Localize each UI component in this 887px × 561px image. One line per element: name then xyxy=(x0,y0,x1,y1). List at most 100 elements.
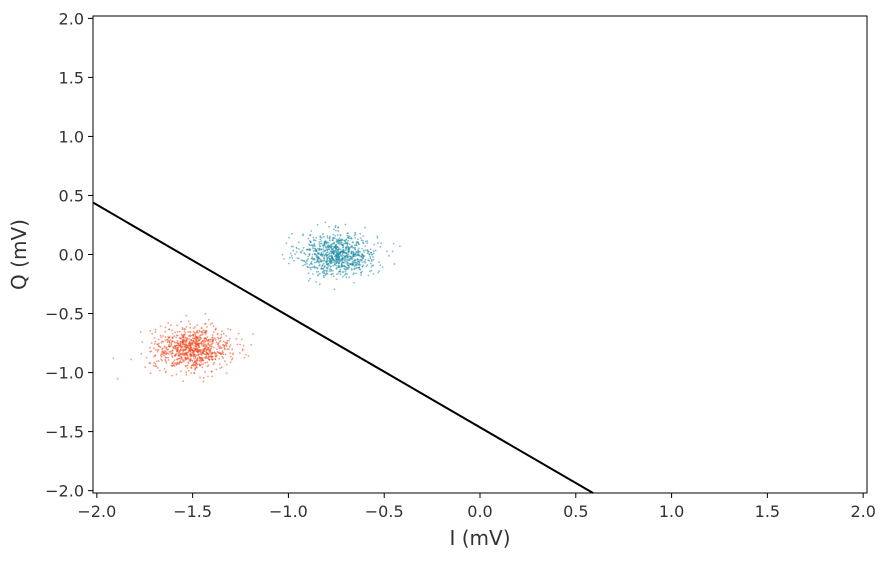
scatter-point xyxy=(322,248,325,251)
scatter-point xyxy=(252,333,255,335)
scatter-point xyxy=(210,370,213,373)
scatter-point xyxy=(323,256,326,258)
scatter-point xyxy=(283,258,285,260)
scatter-point xyxy=(328,258,331,260)
scatter-point xyxy=(328,236,331,239)
scatter-point xyxy=(182,341,185,344)
scatter-point xyxy=(222,332,225,335)
scatter-point xyxy=(200,361,202,363)
scatter-point xyxy=(200,349,203,352)
scatter-point xyxy=(363,260,366,263)
scatter-point xyxy=(311,256,314,259)
scatter-point xyxy=(340,258,342,261)
scatter-point xyxy=(379,264,382,267)
scatter-point xyxy=(192,335,195,337)
scatter-point xyxy=(376,237,379,239)
scatter-point xyxy=(185,314,188,317)
scatter-point xyxy=(165,350,168,353)
scatter-point xyxy=(352,254,355,257)
scatter-point xyxy=(247,355,250,357)
scatter-point xyxy=(308,248,310,251)
scatter-point xyxy=(318,248,321,250)
scatter-point xyxy=(301,249,304,252)
scatter-point xyxy=(154,363,157,365)
scatter-point xyxy=(309,241,312,244)
scatter-point xyxy=(344,242,347,245)
scatter-point xyxy=(307,258,309,260)
scatter-point xyxy=(184,332,187,334)
scatter-point xyxy=(165,357,167,359)
scatter-point xyxy=(176,362,179,365)
scatter-point xyxy=(357,260,359,263)
scatter-point xyxy=(364,226,366,229)
scatter-point xyxy=(171,336,174,338)
scatter-point xyxy=(331,269,334,272)
scatter-point xyxy=(222,357,225,359)
scatter-point xyxy=(192,340,195,343)
scatter-point xyxy=(369,270,371,273)
scatter-point xyxy=(189,323,192,325)
scatter-point xyxy=(182,343,184,346)
scatter-point xyxy=(202,345,205,348)
scatter-point xyxy=(193,369,196,371)
scatter-point xyxy=(347,267,349,269)
scatter-point xyxy=(316,267,319,270)
scatter-point xyxy=(360,255,363,258)
scatter-point xyxy=(336,259,339,262)
scatter-point xyxy=(181,352,184,355)
scatter-point xyxy=(208,358,211,361)
scatter-point xyxy=(171,362,174,364)
scatter-point xyxy=(340,264,343,266)
scatter-point xyxy=(206,365,209,368)
scatter-point xyxy=(187,362,190,365)
scatter-point xyxy=(346,234,349,237)
scatter-point xyxy=(378,261,380,263)
scatter-point xyxy=(340,260,342,262)
scatter-point xyxy=(318,241,321,243)
scatter-point xyxy=(370,260,373,263)
scatter-point xyxy=(312,250,315,252)
scatter-point xyxy=(330,268,332,271)
scatter-point xyxy=(204,333,207,336)
scatter-point xyxy=(295,251,298,253)
scatter-point xyxy=(311,244,314,247)
scatter-point xyxy=(324,246,327,249)
scatter-point xyxy=(178,330,181,333)
scatter-point xyxy=(205,357,208,359)
scatter-point xyxy=(322,268,324,271)
scatter-point xyxy=(380,242,383,245)
scatter-point xyxy=(302,264,304,267)
scatter-point xyxy=(317,270,320,273)
scatter-point xyxy=(179,345,182,348)
scatter-point xyxy=(180,320,183,323)
scatter-point xyxy=(195,339,198,342)
scatter-point xyxy=(221,352,224,355)
scatter-point xyxy=(333,228,335,231)
scatter-point xyxy=(149,330,152,332)
scatter-point xyxy=(211,340,214,343)
scatter-point xyxy=(170,324,172,327)
scatter-point xyxy=(204,337,207,340)
scatter-point xyxy=(295,247,298,250)
scatter-point xyxy=(337,248,340,251)
scatter-point xyxy=(139,331,142,333)
scatter-point xyxy=(281,253,284,256)
scatter-point xyxy=(217,337,220,340)
scatter-point xyxy=(187,346,189,349)
scatter-point xyxy=(185,339,188,342)
y-tick-label: 1.0 xyxy=(59,127,84,146)
cluster-teal xyxy=(281,221,401,291)
scatter-point xyxy=(199,357,201,360)
scatter-point xyxy=(185,371,188,374)
scatter-point xyxy=(332,264,335,267)
scatter-point xyxy=(210,353,213,356)
scatter-point xyxy=(235,337,238,340)
scatter-point xyxy=(306,259,309,262)
x-tick-label: −2.0 xyxy=(77,502,116,521)
scatter-point xyxy=(338,261,340,263)
scatter-point xyxy=(171,374,174,377)
scatter-point xyxy=(171,333,174,335)
scatter-point xyxy=(328,252,331,255)
scatter-point xyxy=(339,251,342,253)
scatter-point xyxy=(311,266,314,269)
